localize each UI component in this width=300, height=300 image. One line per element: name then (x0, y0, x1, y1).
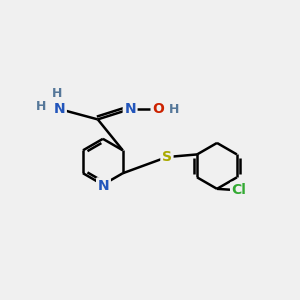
Text: N: N (98, 179, 109, 193)
Text: O: O (152, 102, 164, 116)
Text: S: S (162, 150, 172, 164)
Text: H: H (169, 103, 179, 116)
Text: N: N (124, 102, 136, 116)
Text: N: N (54, 102, 65, 116)
Text: Cl: Cl (232, 183, 247, 197)
Text: H: H (52, 87, 62, 100)
Text: H: H (36, 100, 46, 112)
